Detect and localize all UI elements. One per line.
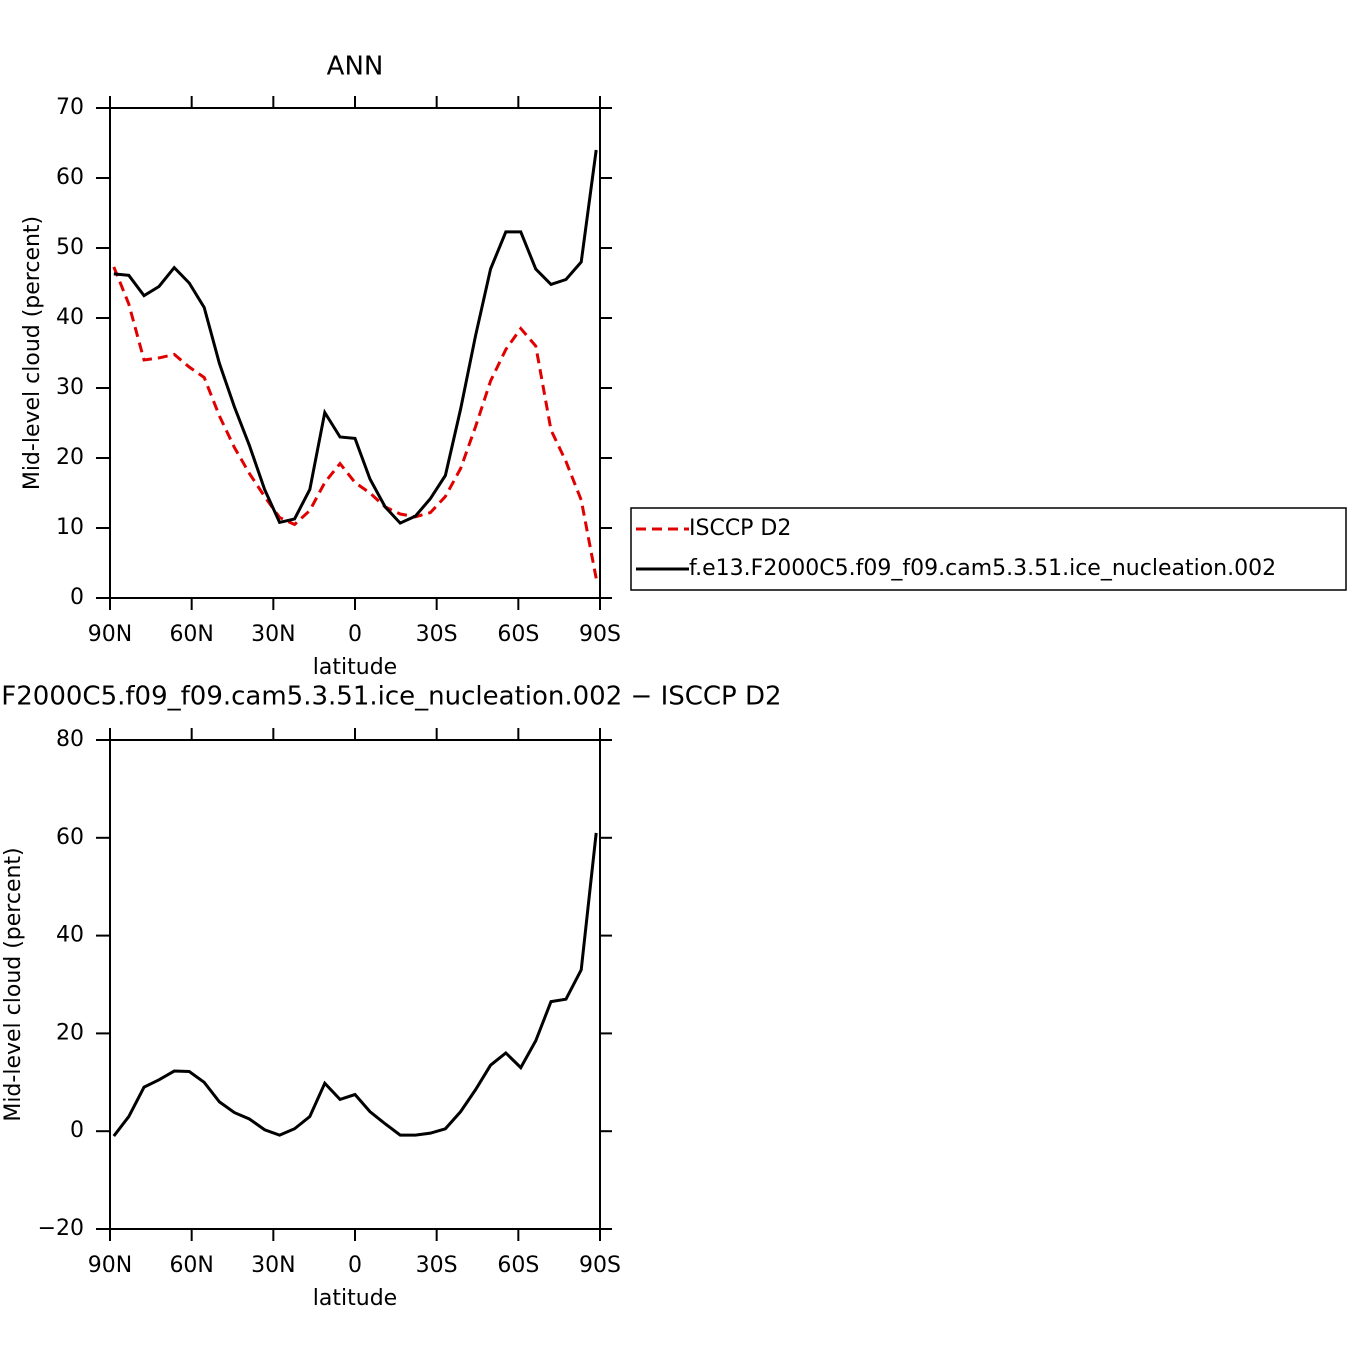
y-tick-label: −20 xyxy=(38,1216,84,1241)
x-tick-label: 0 xyxy=(348,622,362,647)
x-tick-label: 30S xyxy=(416,622,458,647)
y-tick-label: 0 xyxy=(70,1118,84,1143)
x-axis-label: latitude xyxy=(313,1286,397,1311)
y-tick-label: 60 xyxy=(56,165,84,190)
y-axis-label: Mid-level cloud (percent) xyxy=(1,847,26,1121)
y-tick-label: 60 xyxy=(56,825,84,850)
x-tick-label: 90S xyxy=(579,622,621,647)
y-tick-label: 50 xyxy=(56,235,84,260)
plot-frame xyxy=(109,739,601,1230)
y-tick-label: 40 xyxy=(56,923,84,948)
y-tick-label: 20 xyxy=(56,1020,84,1045)
line-series xyxy=(112,266,598,579)
x-tick-label: 60S xyxy=(497,1253,539,1278)
y-tick-label: 40 xyxy=(56,305,84,330)
legend-box xyxy=(630,507,1347,591)
x-tick-label: 30S xyxy=(416,1253,458,1278)
x-tick-label: 60N xyxy=(169,1253,213,1278)
y-tick-label: 70 xyxy=(56,95,84,120)
x-axis-label: latitude xyxy=(313,655,397,680)
x-tick-label: 90N xyxy=(88,622,132,647)
line-series xyxy=(113,149,598,525)
y-tick-label: 10 xyxy=(56,515,84,540)
x-tick-label: 0 xyxy=(348,1253,362,1278)
y-axis-label: Mid-level cloud (percent) xyxy=(20,216,45,490)
x-tick-label: 90N xyxy=(88,1253,132,1278)
y-tick-label: 20 xyxy=(56,445,84,470)
y-tick-label: 30 xyxy=(56,375,84,400)
x-tick-label: 90S xyxy=(579,1253,621,1278)
chart-title: ANN xyxy=(327,52,384,82)
plot-frame xyxy=(109,107,601,599)
y-tick-label: 80 xyxy=(56,727,84,752)
legend-label: f.e13.F2000C5.f09_f09.cam5.3.51.ice_nucl… xyxy=(689,556,1276,581)
x-tick-label: 60N xyxy=(169,622,213,647)
x-tick-label: 60S xyxy=(497,622,539,647)
x-tick-label: 30N xyxy=(251,1253,295,1278)
legend-label: ISCCP D2 xyxy=(689,516,791,541)
line-series xyxy=(112,832,598,1138)
chart-title: f.e13.F2000C5.f09_f09.cam5.3.51.ice_nucl… xyxy=(0,682,782,712)
x-tick-label: 30N xyxy=(251,622,295,647)
y-tick-label: 0 xyxy=(70,585,84,610)
